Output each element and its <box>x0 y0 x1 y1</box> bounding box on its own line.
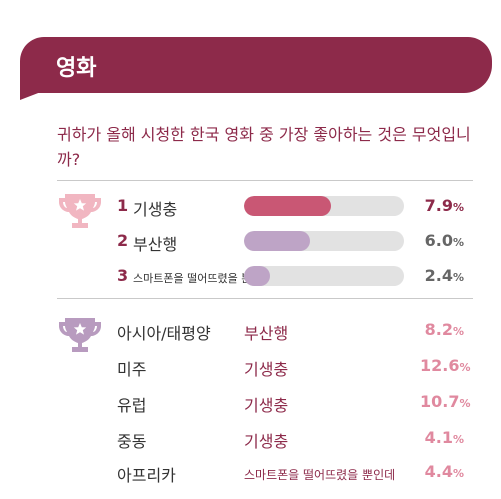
region-name: 유럽 <box>117 396 147 415</box>
region-name: 미주 <box>117 360 147 379</box>
bar-track <box>244 266 404 286</box>
region-value: 4.4% <box>424 462 464 481</box>
rank-number: 1 <box>117 196 129 215</box>
region-movie-title: 기생충 <box>244 396 289 415</box>
divider-top <box>57 180 473 181</box>
bar-value-label: 6.0% <box>424 231 464 250</box>
region-name: 아시아/태평양 <box>117 324 211 343</box>
region-movie-title: 기생충 <box>244 360 289 379</box>
trophy-icon <box>59 318 101 352</box>
region-value: 12.6% <box>420 356 471 375</box>
section-header: 영화 <box>20 37 492 93</box>
rank-movie-title: 부산행 <box>133 235 178 254</box>
speech-tail <box>20 90 46 100</box>
region-value: 4.1% <box>424 428 464 447</box>
region-movie-title: 기생충 <box>244 432 289 451</box>
region-value: 8.2% <box>424 320 464 339</box>
bar <box>244 266 271 286</box>
region-name: 아프리카 <box>117 466 176 485</box>
divider-middle <box>57 298 473 299</box>
region-movie-title: 스마트폰을 떨어뜨렸을 뿐인데 <box>244 468 396 482</box>
region-value: 10.7% <box>420 392 471 411</box>
rank-number: 2 <box>117 231 129 250</box>
trophy-icon <box>59 194 101 228</box>
rank-number: 3 <box>117 266 129 285</box>
bar-value-label: 2.4% <box>424 266 464 285</box>
region-movie-title: 부산행 <box>244 324 289 343</box>
rank-movie-title: 스마트폰을 떨어뜨렸을 뿐인데 <box>133 272 272 285</box>
bar-track <box>244 196 404 216</box>
rank-movie-title: 기생충 <box>133 200 178 219</box>
bar-value-label: 7.9% <box>424 196 464 215</box>
bar <box>244 196 332 216</box>
bar <box>244 231 311 251</box>
bar-track <box>244 231 404 251</box>
region-name: 중동 <box>117 432 147 451</box>
section-title: 영화 <box>56 56 97 81</box>
survey-question: 귀하가 올해 시청한 한국 영화 중 가장 좋아하는 것은 무엇입니까? <box>57 125 471 169</box>
